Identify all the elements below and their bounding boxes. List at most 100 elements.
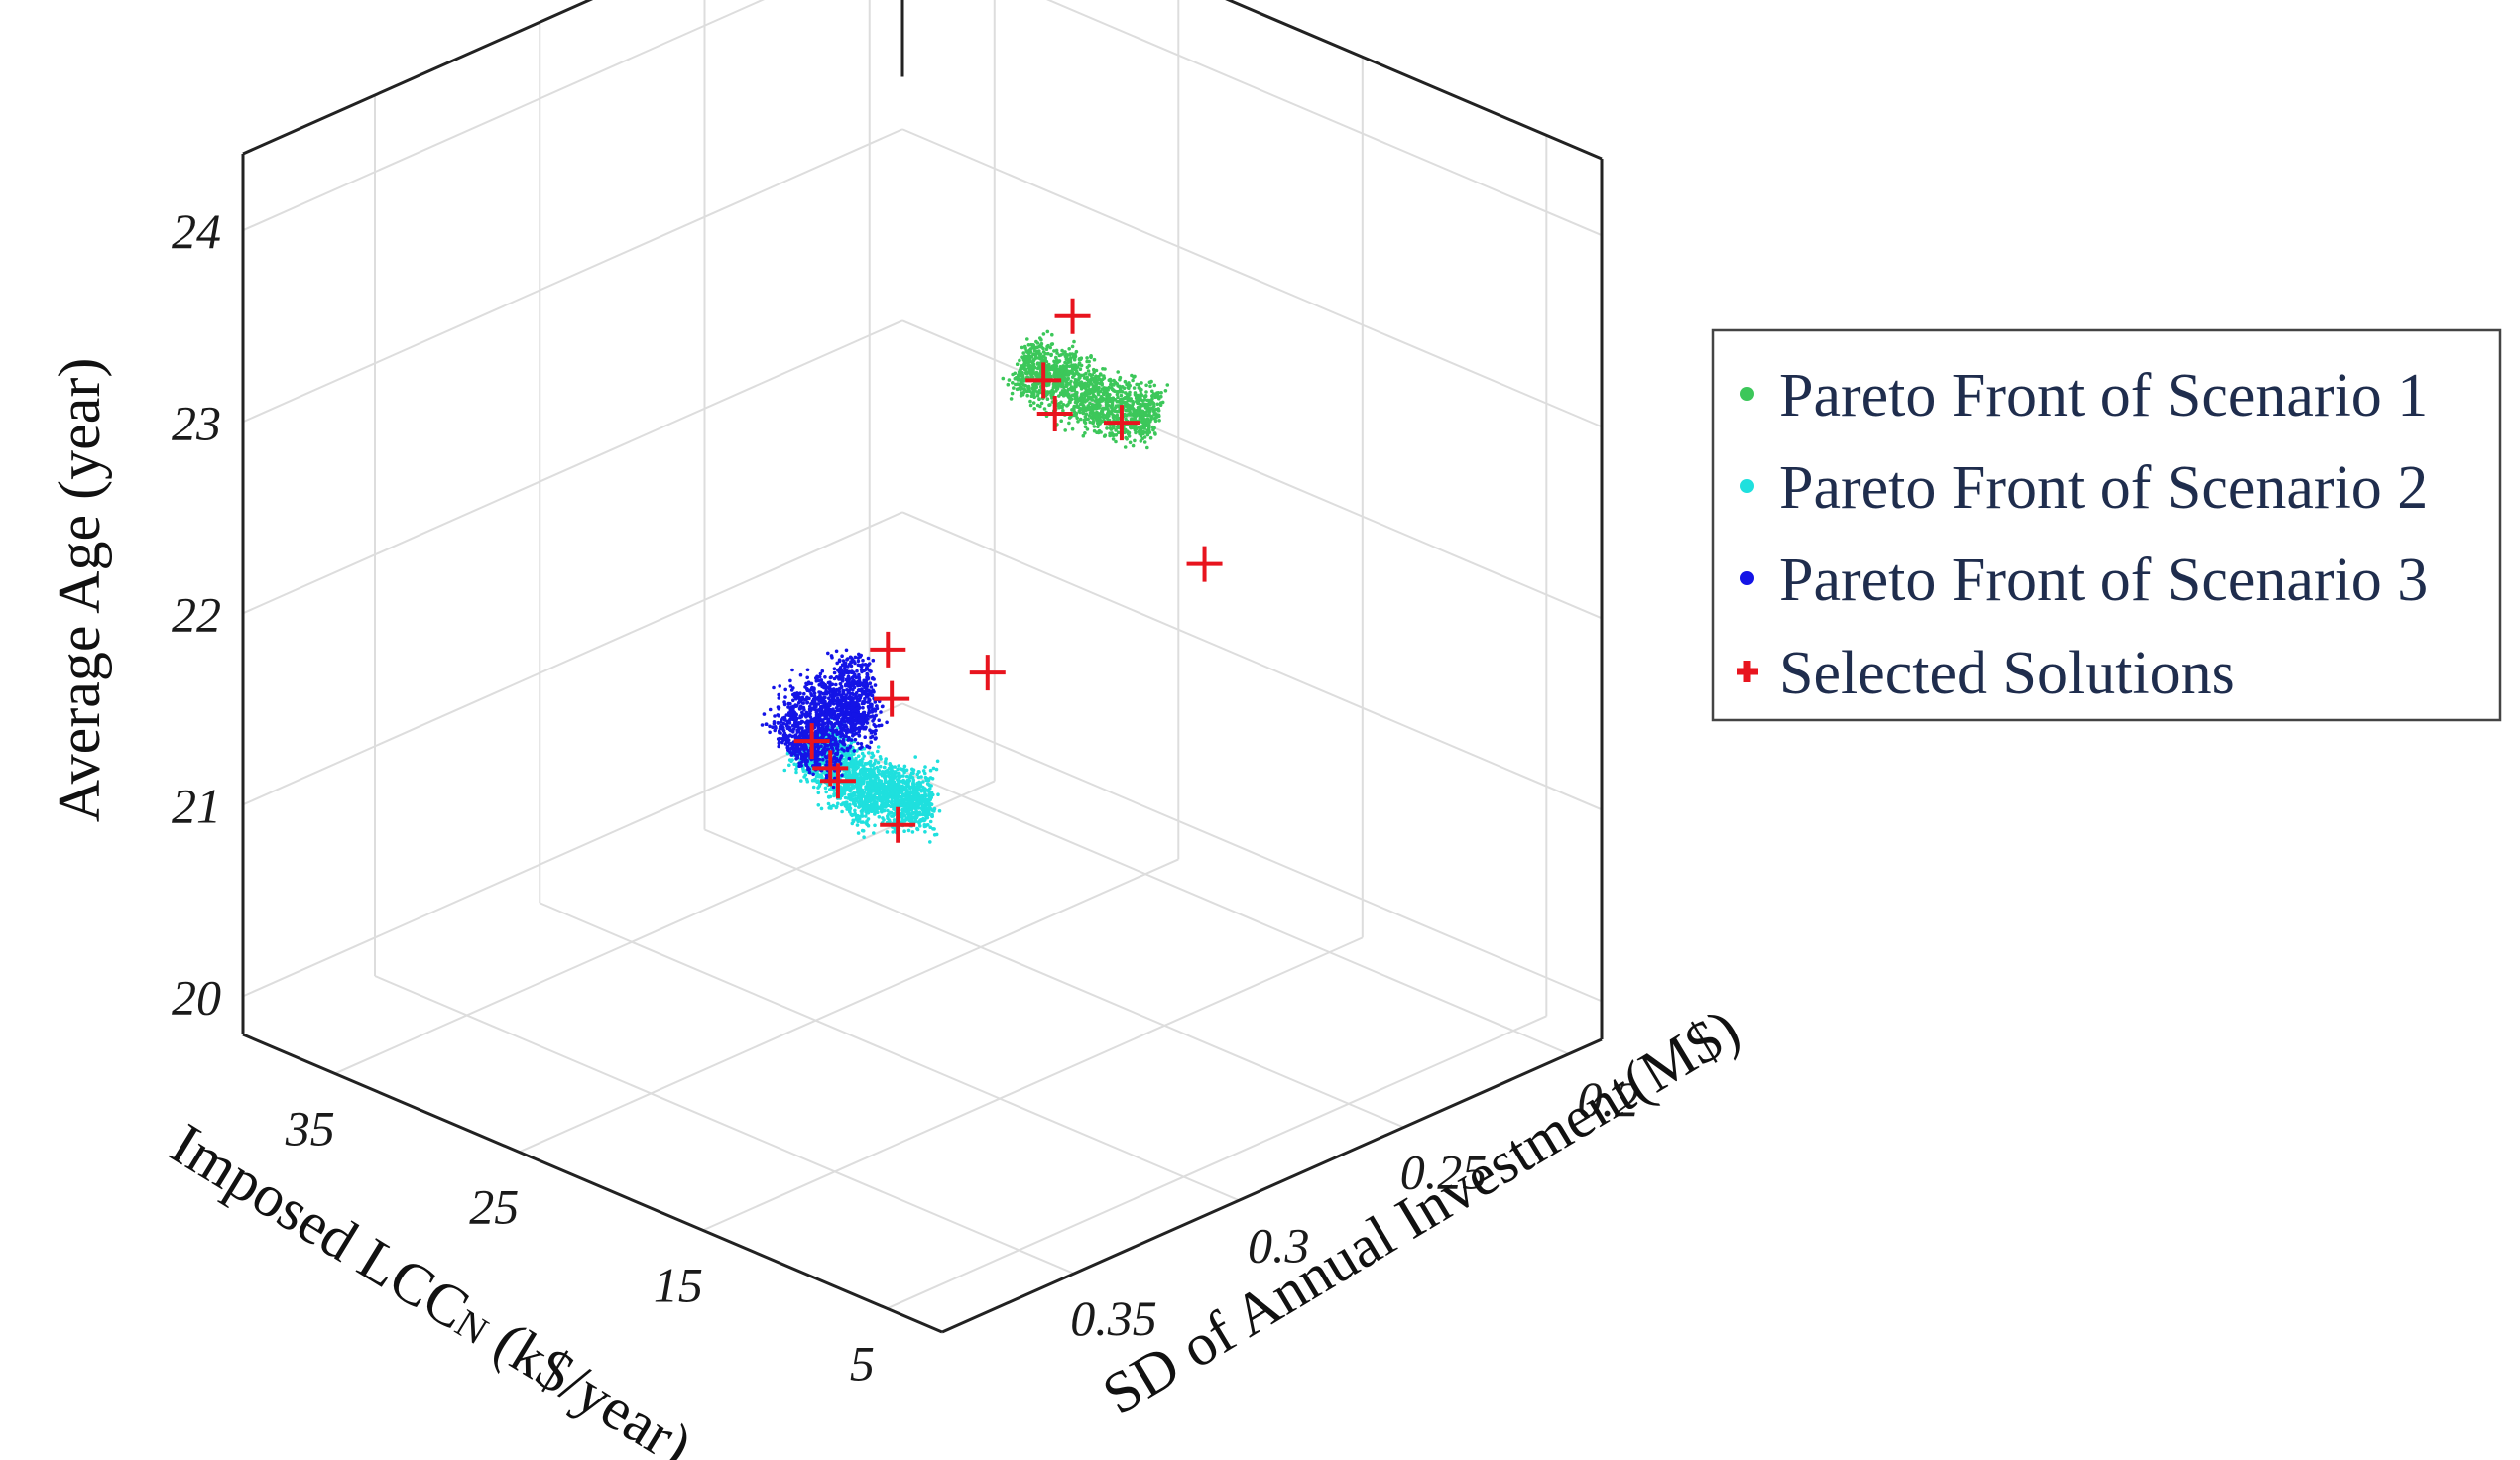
scatter-point xyxy=(1044,347,1049,352)
scatter-point xyxy=(1035,403,1040,408)
scatter-point xyxy=(1017,377,1021,382)
scatter-point xyxy=(861,658,865,663)
scatter-point xyxy=(853,722,858,727)
scatter-point xyxy=(1058,404,1063,408)
scatter-point xyxy=(889,784,894,788)
scatter-point xyxy=(861,683,866,687)
scatter-point xyxy=(1072,388,1077,393)
scatter-point xyxy=(830,722,835,727)
scatter-point xyxy=(1141,423,1146,426)
scatter-point xyxy=(1058,391,1063,395)
scatter-point xyxy=(1072,404,1077,409)
scatter-point xyxy=(1071,355,1076,359)
x-axis-title-units: (k$/year) xyxy=(470,1301,703,1460)
scatter-point xyxy=(873,759,878,763)
scatter-point xyxy=(879,779,884,784)
scatter-point xyxy=(807,696,811,701)
scatter-point xyxy=(1055,351,1059,355)
scatter-point xyxy=(925,797,930,802)
scatter-point xyxy=(900,785,905,789)
scatter-point xyxy=(1137,401,1141,406)
scatter-point xyxy=(857,777,862,781)
scatter-point xyxy=(1116,418,1120,422)
scatter-point xyxy=(1115,399,1120,404)
scatter-point xyxy=(1103,407,1107,411)
scatter-point xyxy=(1034,349,1038,354)
scatter-point xyxy=(794,770,798,775)
scatter-point xyxy=(840,678,844,682)
selected-solution-marker-11 xyxy=(874,680,910,717)
scatter-point xyxy=(819,806,824,811)
scatter-point xyxy=(805,700,809,705)
scatter-point xyxy=(880,801,885,805)
scatter-point xyxy=(1083,415,1088,419)
scatter-point xyxy=(806,681,811,686)
scatter-point xyxy=(878,755,883,759)
scatter-point xyxy=(1010,391,1015,396)
scatter-point xyxy=(1157,419,1161,423)
scatter-point xyxy=(832,667,837,670)
scatter-point xyxy=(883,775,888,780)
scatter-point xyxy=(857,716,861,721)
scatter-point xyxy=(1110,387,1115,392)
scatter-point xyxy=(1076,372,1080,376)
scatter-point xyxy=(1142,398,1147,402)
scatter-point xyxy=(779,731,782,735)
scatter-point xyxy=(1059,365,1063,370)
x-tick-label-0: 5 xyxy=(850,1335,875,1391)
scatter-point xyxy=(1123,412,1127,417)
scatter-point xyxy=(897,798,900,802)
scatter-point xyxy=(760,723,765,727)
scatter-point xyxy=(1149,415,1154,419)
scatter-point xyxy=(816,791,821,795)
scatter-point xyxy=(816,702,821,706)
scatter-point xyxy=(1030,386,1034,391)
scatter-point xyxy=(861,705,865,710)
scatter-point xyxy=(1100,383,1104,387)
scatter-point xyxy=(825,721,829,725)
scatter-point xyxy=(923,830,927,834)
scatter-point xyxy=(876,768,881,772)
scatter-point xyxy=(1107,404,1111,408)
scatter-point xyxy=(845,658,849,662)
grid-y-floor-3 xyxy=(374,975,1075,1275)
scatter-point xyxy=(869,685,874,689)
scatter-point xyxy=(927,806,931,810)
legend-label-scenario-1: Pareto Front of Scenario 1 xyxy=(1779,362,2428,429)
scatter-point xyxy=(1037,397,1041,401)
scatter-point xyxy=(1138,431,1141,436)
scatter-point xyxy=(772,720,777,724)
grid-y-floor-1 xyxy=(704,828,1404,1129)
scatter-point xyxy=(1039,337,1043,342)
scatter-point xyxy=(1134,430,1138,435)
scatter-point xyxy=(1090,373,1095,377)
scatter-point xyxy=(1025,337,1029,341)
scatter-point xyxy=(857,676,862,680)
grid-z-right-wall-3 xyxy=(901,128,1603,428)
scatter-point xyxy=(824,732,828,736)
scatter-point xyxy=(1098,372,1103,376)
scatter-point xyxy=(1144,430,1149,435)
scatter-point xyxy=(789,714,793,719)
scatter-point xyxy=(840,654,844,658)
selected-solution-marker-3 xyxy=(1025,362,1062,399)
scatter-point xyxy=(1020,345,1024,350)
scatter-point xyxy=(1057,394,1061,398)
scatter-point xyxy=(1050,389,1054,394)
scatter-point xyxy=(860,782,864,786)
scatter-point xyxy=(1085,356,1089,360)
grid-x-floor-3 xyxy=(334,780,996,1075)
scatter-point xyxy=(817,784,822,789)
scatter-point xyxy=(872,769,876,774)
scatter-point xyxy=(831,731,835,735)
scatter-point xyxy=(814,755,819,760)
scatter-point xyxy=(851,692,856,697)
scatter-point xyxy=(850,813,854,818)
scatter-point xyxy=(1131,443,1136,448)
scatter-point xyxy=(1066,403,1070,407)
scatter-point xyxy=(1102,416,1106,420)
scatter-point xyxy=(791,748,796,752)
scatter-point xyxy=(1035,390,1039,394)
scatter-point xyxy=(810,778,815,783)
scatter-point xyxy=(910,776,915,780)
